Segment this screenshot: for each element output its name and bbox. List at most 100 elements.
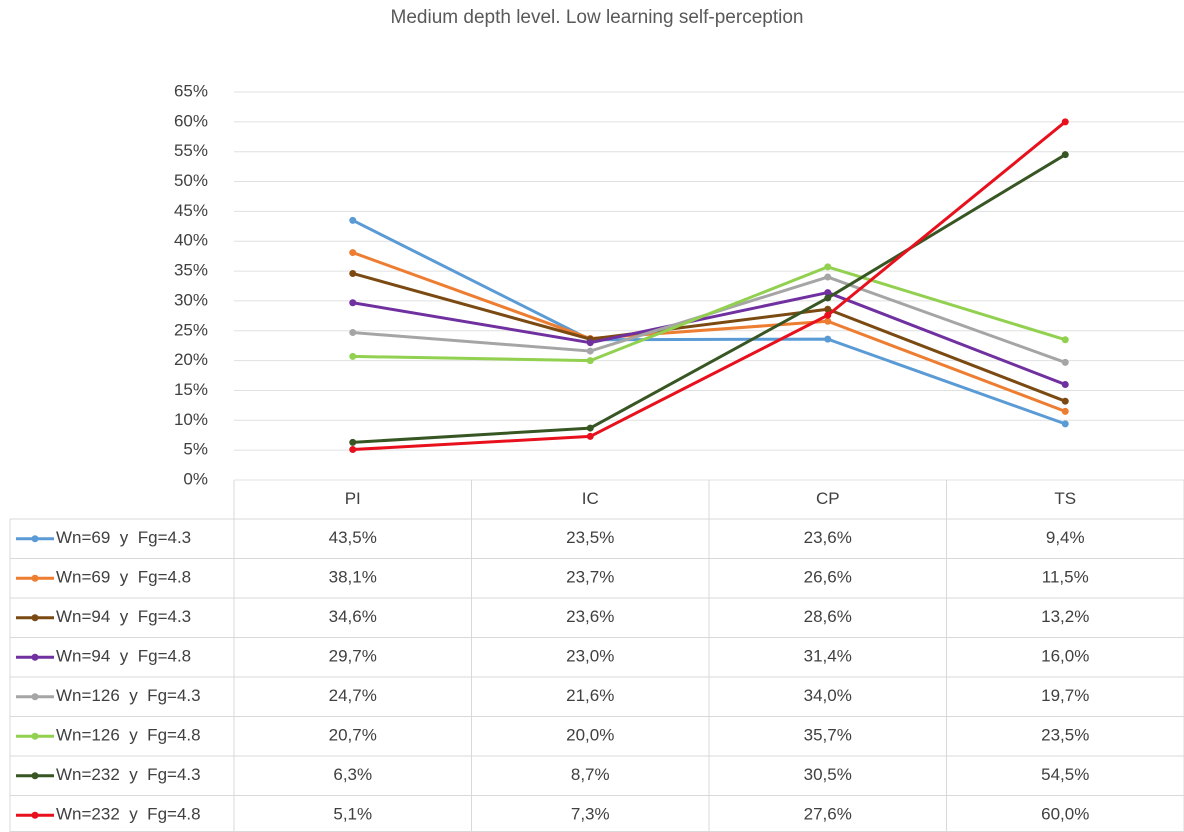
series-line [352, 291, 1066, 386]
y-tick-label: 15% [174, 380, 208, 399]
table-cell: 13,2% [1041, 607, 1089, 626]
y-tick-label: 60% [174, 111, 208, 130]
table-cell: 23,0% [566, 647, 614, 666]
point [824, 263, 832, 271]
table-cell: 11,5% [1042, 568, 1089, 587]
table-cell: 23,5% [1041, 726, 1089, 745]
point [1061, 420, 1069, 428]
legend-marker [31, 574, 39, 582]
series-line [352, 251, 1066, 413]
y-tick-label: 55% [174, 141, 208, 160]
table-cell: 5,1% [333, 805, 372, 824]
y-tick-label: 45% [174, 201, 208, 220]
table-cell: 29,7% [329, 647, 377, 666]
point [586, 424, 594, 432]
point [824, 294, 832, 302]
x-tick-label: CP [816, 489, 840, 508]
table-cell: 7,3% [571, 805, 610, 824]
y-tick-label: 0% [183, 469, 208, 488]
series-line [352, 265, 1066, 363]
point [1061, 397, 1069, 405]
y-tick-label: 20% [174, 350, 208, 369]
series-line [352, 272, 1066, 403]
point [349, 438, 357, 446]
legend-marker [31, 614, 39, 622]
point [586, 432, 594, 440]
table-cell: 30,5% [804, 765, 852, 784]
table-cell: 35,7% [804, 726, 852, 745]
table-cell: 8,7% [571, 765, 610, 784]
table-cell: 19,7% [1041, 686, 1089, 705]
point [586, 339, 594, 347]
table-cell: 43,5% [329, 528, 377, 547]
point [586, 347, 594, 355]
point [824, 311, 832, 319]
legend-marker [31, 811, 39, 819]
point [349, 249, 357, 257]
table-cell: 38,1% [329, 568, 377, 587]
x-tick-label: TS [1054, 489, 1076, 508]
y-tick-label: 25% [174, 320, 208, 339]
chart-title: Medium depth level. Low learning self-pe… [391, 7, 804, 28]
point [1061, 380, 1069, 388]
table-cell: 60,0% [1041, 805, 1089, 824]
point [1061, 336, 1069, 344]
y-tick-label: 35% [174, 261, 208, 280]
x-tick-label: IC [582, 489, 599, 508]
point [349, 216, 357, 224]
series-line [352, 120, 1067, 452]
table-cell: 34,6% [329, 607, 377, 626]
point [1061, 151, 1069, 159]
point [824, 289, 832, 297]
series-line [352, 153, 1067, 444]
legend-marker [31, 772, 39, 780]
point [349, 299, 357, 307]
point [586, 357, 594, 365]
table-cell: 20,0% [566, 726, 614, 745]
table-cell: 21,6% [566, 686, 614, 705]
table-cell: 16,0% [1041, 647, 1089, 666]
legend-label: Wn=126 y Fg=4.3 [56, 686, 201, 705]
point [1061, 358, 1069, 366]
y-tick-label: 5% [183, 440, 208, 459]
legend-label: Wn=232 y Fg=4.3 [56, 765, 201, 784]
legend-label: Wn=69 y Fg=4.8 [56, 568, 191, 587]
table-cell: 23,6% [804, 528, 852, 547]
series-line [352, 218, 1066, 426]
y-tick-label: 10% [174, 410, 208, 429]
y-tick-label: 50% [174, 171, 208, 190]
table-cell: 20,7% [329, 726, 377, 745]
legend-label: Wn=94 y Fg=4.8 [56, 647, 191, 666]
table-cell: 34,0% [804, 686, 852, 705]
y-tick-label: 65% [174, 81, 208, 100]
point [1061, 118, 1069, 126]
point [349, 446, 357, 454]
table-cell: 23,7% [566, 568, 614, 587]
point [349, 329, 357, 337]
legend-marker [31, 535, 39, 543]
point [824, 273, 832, 281]
x-tick-label: PI [345, 489, 361, 508]
legend-label: Wn=126 y Fg=4.8 [56, 726, 201, 745]
point [349, 352, 357, 360]
legend-marker [31, 693, 39, 701]
point [1061, 407, 1069, 415]
legend-marker [31, 732, 39, 740]
legend-label: Wn=94 y Fg=4.3 [56, 607, 191, 626]
table-cell: 31,4% [804, 647, 852, 666]
table-cell: 6,3% [333, 765, 372, 784]
point [824, 335, 832, 343]
legend-marker [31, 653, 39, 661]
table-cell: 23,5% [566, 528, 614, 547]
table-cell: 28,6% [804, 607, 852, 626]
point [349, 269, 357, 277]
table-cell: 9,4% [1046, 528, 1085, 547]
table-cell: 27,6% [804, 805, 852, 824]
table-cell: 54,5% [1041, 765, 1089, 784]
table-cell: 24,7% [329, 686, 377, 705]
legend-label: Wn=69 y Fg=4.3 [56, 528, 191, 547]
legend-label: Wn=232 y Fg=4.8 [56, 805, 201, 824]
table-cell: 23,6% [566, 607, 614, 626]
point [824, 305, 832, 313]
